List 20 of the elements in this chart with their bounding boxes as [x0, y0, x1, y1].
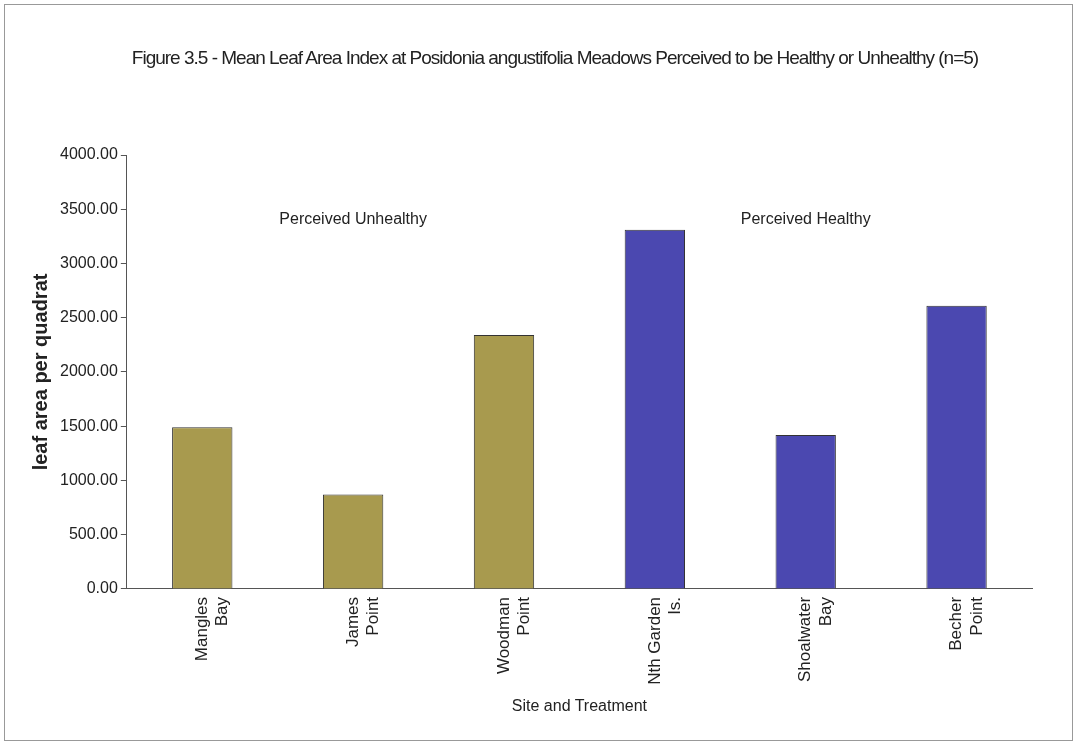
y-tick-label: 1000.00	[59, 470, 118, 488]
chart-title: Figure 3.5 - Mean Leaf Area Index at Posidonia angustifolia Meadows Perceived to be Healthy or Unhealthy (n=5)	[130, 46, 980, 70]
y-axis-title: leaf area per quadrat	[28, 273, 51, 471]
x-axis-title: Site and Treatment	[511, 696, 648, 714]
y-tick-label: 500.00	[68, 525, 118, 543]
x-tick-label: Becher Point	[946, 596, 986, 651]
x-tick-label: Mangles Bay	[191, 596, 232, 662]
y-tick-label: 4000.00	[59, 145, 118, 163]
x-tick-label: Woodman Point	[493, 596, 534, 675]
y-tick-label: 1500.00	[59, 416, 118, 434]
y-tick-label: 2500.00	[59, 308, 118, 326]
y-tick-label: 3500.00	[59, 199, 118, 217]
x-tick-label: James Point	[342, 596, 383, 647]
y-tick-label: 2000.00	[59, 362, 118, 380]
y-tick-label: 0.00	[86, 579, 118, 597]
y-tick-label: 3000.00	[59, 253, 118, 271]
x-tick-label: Nth Garden Is.	[644, 596, 684, 685]
x-tick-label: Shoalwater Bay	[795, 596, 835, 682]
annotation: Perceived Healthy	[740, 210, 871, 228]
annotation: Perceived Unhealthy	[279, 210, 427, 228]
